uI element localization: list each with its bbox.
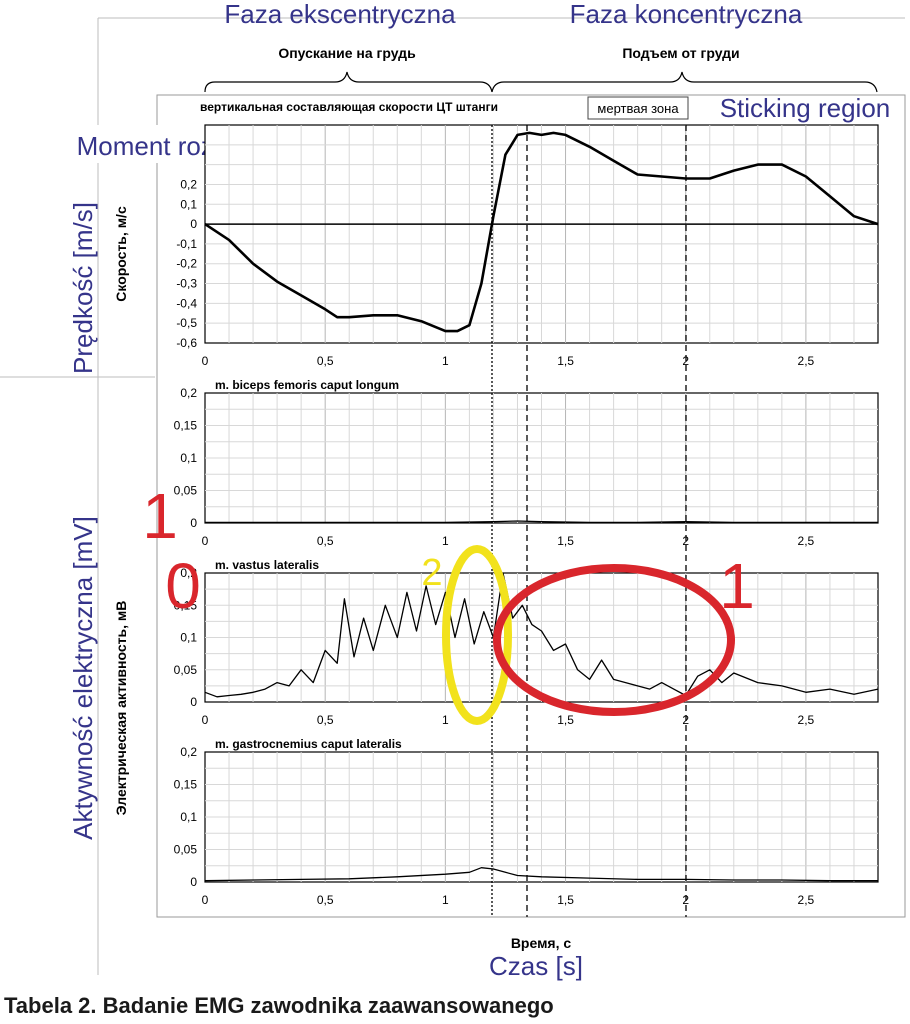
- panel-3-xtick-label: 0: [202, 893, 209, 907]
- panel-0-ytick-label: -0,6: [176, 336, 197, 350]
- panel-0-xtick-label: 2,5: [798, 354, 815, 368]
- panel-2-ytick-label: 0,2: [180, 566, 197, 580]
- panel-0-xtick-label: 0,5: [317, 354, 334, 368]
- panel-1-xtick-label: 1,5: [557, 534, 574, 548]
- panel-2-ytick-label: 0,1: [180, 631, 197, 645]
- marker-0: 0: [165, 550, 201, 622]
- panel-0-xtick-label: 0: [202, 354, 209, 368]
- marker-1-right: 1: [719, 550, 755, 622]
- panel-0-ytick-label: 0,1: [180, 197, 197, 211]
- eccentric-phase-label: Faza ekscentryczna: [224, 0, 456, 29]
- panel-0-xtick-label: 1: [442, 354, 449, 368]
- panel-2-xtick-label: 2,5: [798, 713, 815, 727]
- panel-0-xtick-label: 1,5: [557, 354, 574, 368]
- eccentric-phase-label-ru: Опускание на грудь: [278, 45, 416, 61]
- panel-3-title: m. gastrocnemius caput lateralis: [215, 737, 402, 751]
- panel-3-ytick-label: 0,05: [174, 843, 198, 857]
- chart-panels: 0,2 0,1 0 -0,1 -0,2 -0,3 -0,4 -0,5 -0,6 0 0,5 1 1,5 2…: [174, 124, 879, 907]
- concentric-phase-label: Faza koncentryczna: [570, 0, 803, 29]
- panel-2-ytick-label: 0,05: [174, 663, 198, 677]
- panel-1-xtick-label: 1: [442, 534, 449, 548]
- marker-1-left: 1: [142, 480, 178, 552]
- panel-3-ytick-label: 0,15: [174, 778, 198, 792]
- red-ellipse: [493, 564, 735, 716]
- panel-3-ytick-label: 0,2: [180, 745, 197, 759]
- eccentric-brace: [204, 71, 493, 93]
- dead-zone-label: мертвая зона: [597, 101, 679, 116]
- panel-3-series-line: [204, 867, 878, 882]
- concentric-brace: [491, 71, 878, 93]
- panel-0-ytick-label: -0,2: [176, 257, 197, 271]
- panel-0-ytick-label: -0,4: [176, 296, 197, 310]
- caption: Tabela 2. Badanie EMG zawodnika zaawanso…: [4, 993, 554, 1018]
- panel-1-ytick-label: 0,1: [180, 451, 197, 465]
- velocity-ylabel-pl: Prędkość [m/s]: [68, 202, 98, 374]
- panel-3-ytick-label: 0,1: [180, 810, 197, 824]
- panel-1-ytick-label: 0,15: [174, 419, 198, 433]
- panel-1-xtick-label: 2,5: [798, 534, 815, 548]
- panel-2-xtick-label: 0,5: [317, 713, 334, 727]
- panel-1-xtick-label: 0: [202, 534, 209, 548]
- panel-2-xtick-label: 1,5: [557, 713, 574, 727]
- velocity-ylabel-ru: Скорость, м/с: [113, 206, 129, 302]
- sticking-region-label: Sticking region: [720, 93, 891, 123]
- panel-3-xtick-label: 2,5: [798, 893, 815, 907]
- yellow-ellipse: [442, 545, 512, 725]
- concentric-phase-label-ru: Подъем от груди: [622, 45, 739, 61]
- velocity-component-label: вертикальная составляющая скорости ЦТ шт…: [200, 100, 498, 114]
- xlabel-pl: Czas [s]: [489, 951, 583, 981]
- panel-2-xtick-label: 0: [202, 713, 209, 727]
- xlabel-ru: Время, с: [511, 935, 572, 951]
- panel-1-ytick-label: 0,05: [174, 484, 198, 498]
- panel-1-series-line: [205, 520, 878, 524]
- emg-ylabel-pl: Aktywność elektryczna [mV]: [68, 516, 98, 840]
- panel-2-ytick-label: 0,15: [174, 598, 198, 612]
- panel-1-ytick-label: 0,2: [180, 386, 197, 400]
- panel-3-xtick-label: 1,5: [557, 893, 574, 907]
- emg-ylabel-ru: Электрическая активность, мВ: [113, 601, 129, 816]
- dead-zone-box: [587, 96, 689, 120]
- panel-1-title: m. biceps femoris caput longum: [215, 378, 399, 392]
- panel-3-xtick-label: 1: [442, 893, 449, 907]
- panel-0-series-line: [204, 131, 879, 333]
- panel-1-xtick-label: 0,5: [317, 534, 334, 548]
- panel-0-ytick-label: -0,5: [176, 316, 197, 330]
- panel-0-ytick-label: -0,1: [176, 237, 197, 251]
- panel-3-xtick-label: 0,5: [317, 893, 334, 907]
- panel-2-xtick-label: 1: [442, 713, 449, 727]
- marker-2: 2: [421, 552, 442, 594]
- panel-1-ytick-label: 0: [190, 516, 197, 530]
- panel-2-title: m. vastus lateralis: [215, 558, 319, 572]
- panel-2-ytick-label: 0: [190, 695, 197, 709]
- panel-0-ytick-label: -0,3: [176, 277, 197, 291]
- chart-frame: [156, 94, 906, 918]
- panel-0-ytick-label: 0,2: [180, 177, 197, 191]
- panel-0-ytick-label: 0: [190, 217, 197, 231]
- panel-3-ytick-label: 0: [190, 875, 197, 889]
